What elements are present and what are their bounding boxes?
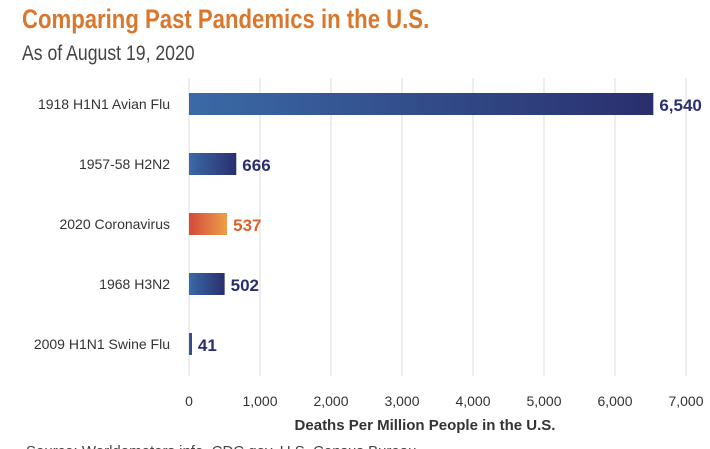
x-tick-label: 2,000 <box>313 393 348 409</box>
chart-title: Comparing Past Pandemics in the U.S. <box>22 4 430 34</box>
category-label: 2020 Coronavirus <box>59 216 170 232</box>
x-tick-label: 0 <box>185 393 193 409</box>
category-label: 1968 H3N2 <box>99 276 170 292</box>
source-note: Source: Worldometers.info, CDC.gov, U.S.… <box>26 443 416 449</box>
x-tick-label: 4,000 <box>455 393 490 409</box>
x-axis-title: Deaths Per Million People in the U.S. <box>295 417 556 434</box>
bar <box>189 153 237 175</box>
x-tick-label: 5,000 <box>526 393 561 409</box>
x-tick-label: 1,000 <box>242 393 277 409</box>
value-label: 41 <box>198 336 217 355</box>
value-label: 666 <box>242 156 270 175</box>
bar <box>189 213 228 235</box>
value-label: 537 <box>233 216 261 235</box>
chart-subtitle: As of August 19, 2020 <box>22 42 195 65</box>
category-label: 1918 H1N1 Avian Flu <box>38 96 170 112</box>
category-label: 1957-58 H2N2 <box>79 156 170 172</box>
value-label: 502 <box>231 276 259 295</box>
bar <box>189 93 654 115</box>
bar <box>189 333 192 355</box>
value-label: 6,540 <box>659 96 702 115</box>
x-tick-label: 7,000 <box>668 393 703 409</box>
x-tick-label: 3,000 <box>384 393 419 409</box>
category-label: 2009 H1N1 Swine Flu <box>34 336 170 352</box>
bar <box>189 273 225 295</box>
x-tick-label: 6,000 <box>597 393 632 409</box>
